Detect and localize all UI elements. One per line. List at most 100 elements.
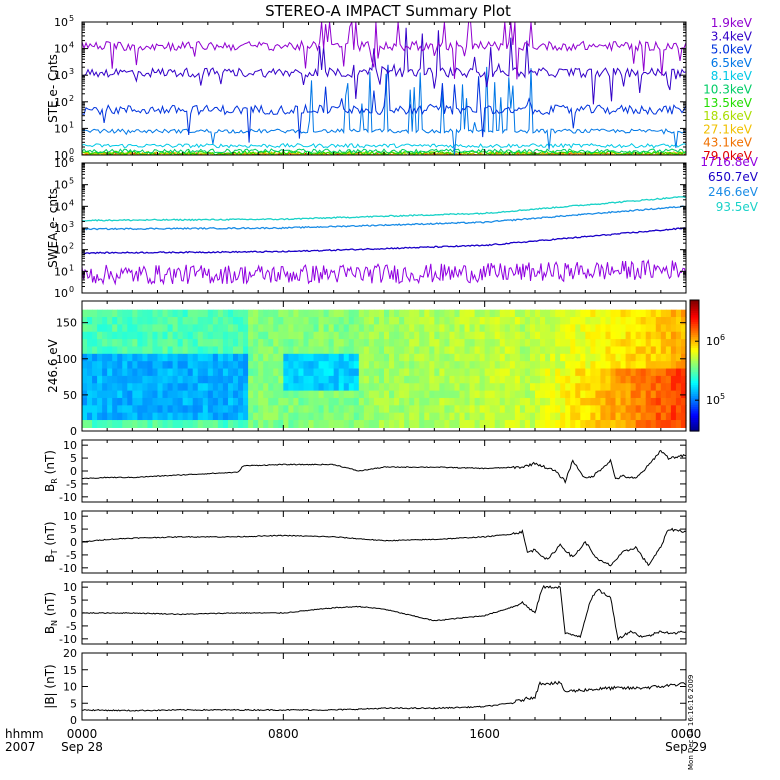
pad-cell [92,324,98,333]
pad-cell [273,420,279,428]
pad-cell [82,375,88,384]
pad-cell [384,353,390,362]
pad-cell [378,383,385,392]
pad-cell [439,346,445,355]
pad-cell [358,412,365,421]
pad-cell [655,412,662,421]
pad-cell [207,368,214,377]
pad-cell [474,368,481,377]
colorbar-step [690,361,699,364]
pad-cell [615,375,622,384]
pad-cell [268,397,274,406]
pad-cell [142,375,149,384]
pad-cell [338,405,345,414]
pad-cell [197,412,204,421]
pad-cell [117,390,123,399]
pad-cell [625,412,632,421]
pad-cell [665,412,672,421]
pad-cell [620,309,627,318]
pad-cell [162,412,169,421]
colorbar-step [690,330,699,334]
pad-cell [414,420,420,428]
pad-cell [535,309,541,318]
pad-cell [570,368,576,377]
pad-cell [469,390,476,399]
pad-cell [655,324,662,333]
pad-cell [429,309,435,318]
pad-cell [132,368,138,377]
pad-cell [439,353,445,362]
pad-cell [288,339,294,348]
pad-cell [197,368,204,377]
pad-cell [605,361,612,370]
pad-cell [122,412,128,421]
pad-cell [640,309,647,318]
y-tick-label: 15 [63,664,77,677]
pad-cell [399,383,405,392]
pad-cell [278,412,284,421]
pad-cell [464,317,471,325]
pad-cell [545,420,551,428]
pad-cell [389,346,395,355]
pad-cell [253,324,259,333]
pad-cell [479,317,486,325]
pad-cell [424,331,430,340]
pad-cell [283,331,289,340]
pad-cell [177,390,184,399]
pad-cell [122,331,128,340]
pad-cell [167,412,174,421]
pad-cell [524,317,531,325]
pad-cell [253,361,259,370]
bt-trace [82,527,686,567]
pad-cell [122,353,128,362]
pad-cell [615,353,622,362]
pad-cell [278,353,284,362]
pad-cell [273,353,279,362]
pad-cell [399,375,405,384]
pad-cell [82,361,88,370]
pad-cell [575,346,581,355]
pad-cell [610,353,617,362]
pad-cell [92,390,98,399]
pad-cell [464,353,471,362]
pad-cell [540,420,546,428]
pad-cell [343,375,350,384]
pad-cell [414,412,420,421]
pad-cell [489,324,496,333]
y-axis-label: BR (nT) [43,450,59,492]
pad-cell [429,375,435,384]
pad-cell [560,390,566,399]
pad-cell [404,412,410,421]
pad-cell [87,412,93,421]
pad-cell [353,346,360,355]
y-tick-label: 10 [54,69,68,82]
pad-cell [555,346,561,355]
pad-cell [635,420,642,428]
pad-cell [384,383,390,392]
pad-cell [197,339,204,348]
pad-cell [97,353,103,362]
pad-cell [605,420,612,428]
pad-cell [394,383,400,392]
pad-cell [509,412,516,421]
pad-cell [323,405,330,414]
pad-cell [650,346,657,355]
pad-cell [489,353,496,362]
pad-cell [368,420,375,428]
pad-cell [233,390,239,399]
pad-cell [474,375,481,384]
pad-cell [318,309,325,318]
pad-cell [197,361,204,370]
pad-cell [459,412,466,421]
pad-cell [494,405,501,414]
pad-cell [298,331,305,340]
pad-cell [565,346,571,355]
pad-cell [293,390,300,399]
pad-cell [384,317,390,325]
pad-cell [635,324,642,333]
pad-cell [333,353,340,362]
pad-cell [82,405,88,414]
pad-cell [595,331,602,340]
pad-cell [484,339,491,348]
pad-cell [404,324,410,333]
